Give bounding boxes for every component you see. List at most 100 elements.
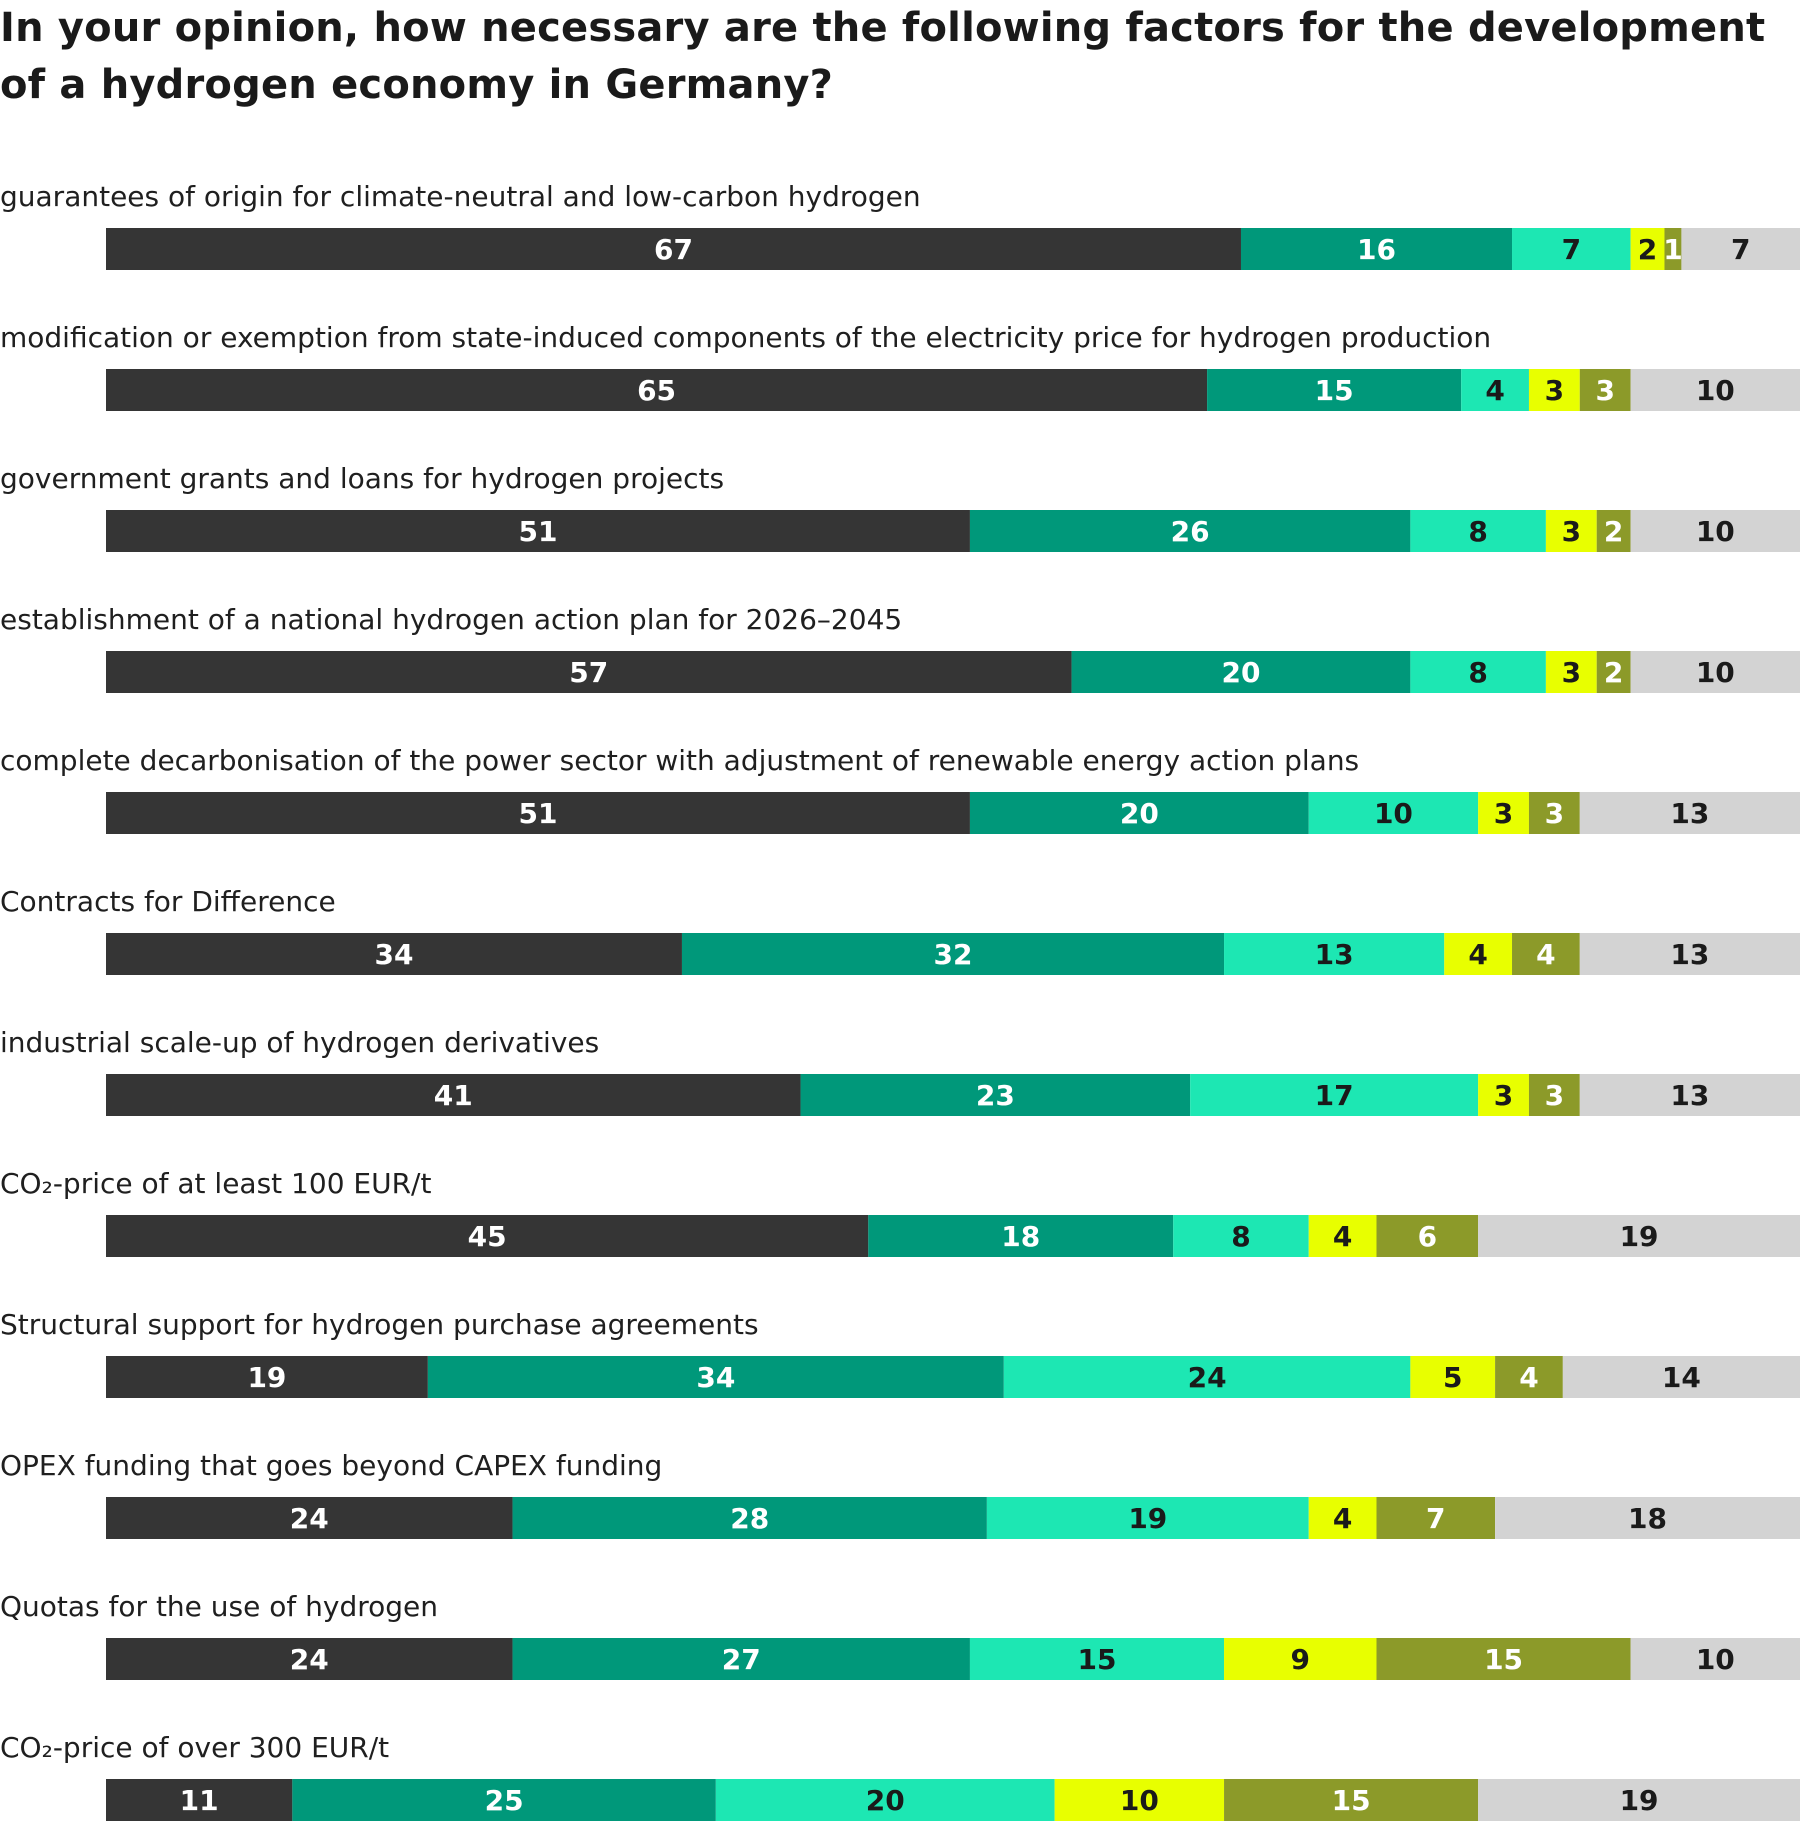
bar-row: modification or exemption from state-ind… bbox=[0, 321, 1800, 411]
bar-segment bbox=[1478, 792, 1529, 834]
bar-segment bbox=[1308, 1497, 1377, 1539]
bar-segment bbox=[106, 1074, 801, 1116]
data-label: 26 bbox=[1171, 515, 1210, 548]
bar-row: CO₂-price of at least 100 EUR/t 45 18 8 4 6 19 bbox=[0, 1167, 1800, 1257]
bar-segment bbox=[1478, 1074, 1529, 1116]
bar-row: government grants and loans for hydrogen… bbox=[0, 462, 1800, 552]
data-label: 4 bbox=[1333, 1502, 1352, 1535]
bar-segment bbox=[106, 369, 1208, 411]
bar-segment bbox=[1224, 933, 1445, 975]
bar-segment bbox=[1664, 228, 1682, 270]
bar-segment bbox=[106, 1215, 869, 1257]
bar-segment bbox=[106, 1497, 513, 1539]
category-label: Structural support for hydrogen purchase… bbox=[0, 1308, 759, 1341]
bar-segment bbox=[292, 1779, 716, 1821]
category-label: modification or exemption from state-ind… bbox=[0, 321, 1491, 354]
category-label: guarantees of origin for climate-neutral… bbox=[0, 180, 921, 213]
bar-segment bbox=[969, 1638, 1225, 1680]
bar-segment bbox=[1545, 651, 1597, 693]
bar-segment bbox=[1240, 228, 1513, 270]
data-label: 1 bbox=[1663, 233, 1682, 266]
data-label: 8 bbox=[1468, 515, 1487, 548]
category-label: CO₂-price of at least 100 EUR/t bbox=[0, 1167, 431, 1200]
bar-segment bbox=[1495, 1497, 1800, 1539]
bar-segment bbox=[1478, 1215, 1800, 1257]
bar-segment bbox=[1410, 510, 1546, 552]
bar-segment bbox=[1528, 792, 1580, 834]
data-label: 15 bbox=[1484, 1643, 1523, 1676]
category-label: establishment of a national hydrogen act… bbox=[0, 603, 902, 636]
data-label: 24 bbox=[1188, 1361, 1227, 1394]
bar-segment bbox=[1630, 1638, 1800, 1680]
bar-row: Quotas for the use of hydrogen 24 27 15 9 15 1… bbox=[0, 1590, 1800, 1680]
data-label: 14 bbox=[1662, 1361, 1701, 1394]
bar-segment bbox=[427, 1356, 1004, 1398]
data-label: 16 bbox=[1357, 233, 1396, 266]
bar-segment bbox=[1630, 228, 1665, 270]
bar-segment bbox=[1376, 1497, 1496, 1539]
data-label: 2 bbox=[1638, 233, 1657, 266]
data-label: 3 bbox=[1595, 374, 1614, 407]
bar-segment bbox=[1630, 651, 1800, 693]
data-label: 13 bbox=[1315, 938, 1354, 971]
bar-segment bbox=[1444, 933, 1513, 975]
data-label: 25 bbox=[485, 1784, 524, 1817]
bar-segment bbox=[1528, 1074, 1580, 1116]
data-label: 20 bbox=[1221, 656, 1260, 689]
data-label: 17 bbox=[1315, 1079, 1354, 1112]
data-label: 51 bbox=[518, 515, 557, 548]
bar-row: OPEX funding that goes beyond CAPEX fund… bbox=[0, 1449, 1800, 1539]
data-label: 27 bbox=[722, 1643, 761, 1676]
bar-segment bbox=[106, 1356, 428, 1398]
bar-segment bbox=[1308, 792, 1479, 834]
data-label: 15 bbox=[1332, 1784, 1371, 1817]
data-label: 18 bbox=[1001, 1220, 1040, 1253]
category-label: government grants and loans for hydrogen… bbox=[0, 462, 724, 495]
bar-segment bbox=[1376, 1638, 1631, 1680]
data-label: 2 bbox=[1604, 515, 1623, 548]
data-label: 7 bbox=[1731, 233, 1750, 266]
data-label: 19 bbox=[247, 1361, 286, 1394]
bar-segment bbox=[986, 1497, 1309, 1539]
data-label: 51 bbox=[518, 797, 557, 830]
data-label: 10 bbox=[1696, 515, 1735, 548]
data-label: 34 bbox=[374, 938, 413, 971]
bar-segment bbox=[1596, 510, 1631, 552]
data-label: 4 bbox=[1519, 1361, 1538, 1394]
data-label: 57 bbox=[569, 656, 608, 689]
bar-segment bbox=[1478, 1779, 1800, 1821]
bar-segment bbox=[1308, 1215, 1377, 1257]
data-label: 45 bbox=[468, 1220, 507, 1253]
bar-segment bbox=[969, 792, 1309, 834]
bar-segment bbox=[1579, 933, 1800, 975]
data-label: 24 bbox=[290, 1502, 329, 1535]
data-label: 34 bbox=[696, 1361, 735, 1394]
data-label: 10 bbox=[1696, 656, 1735, 689]
data-label: 13 bbox=[1670, 1079, 1709, 1112]
category-label: OPEX funding that goes beyond CAPEX fund… bbox=[0, 1449, 662, 1482]
bar-segment bbox=[1173, 1215, 1309, 1257]
bar-segment bbox=[1596, 651, 1631, 693]
bar-segment bbox=[1495, 1356, 1563, 1398]
chart-title: In your opinion, how necessary are the f… bbox=[0, 5, 1766, 108]
data-label: 3 bbox=[1562, 515, 1581, 548]
bar-row: Contracts for Difference 34 32 13 4 4 13 bbox=[0, 885, 1800, 975]
data-label: 19 bbox=[1620, 1784, 1659, 1817]
bar-segment bbox=[715, 1779, 1055, 1821]
data-label: 20 bbox=[866, 1784, 905, 1817]
data-label: 9 bbox=[1291, 1643, 1310, 1676]
data-label: 3 bbox=[1545, 1079, 1564, 1112]
data-label: 3 bbox=[1494, 797, 1513, 830]
data-label: 20 bbox=[1120, 797, 1159, 830]
data-label: 2 bbox=[1604, 656, 1623, 689]
category-label: complete decarbonisation of the power se… bbox=[0, 744, 1359, 777]
bar-segment bbox=[681, 933, 1225, 975]
data-label: 10 bbox=[1696, 1643, 1735, 1676]
data-label: 15 bbox=[1078, 1643, 1117, 1676]
bar-segment bbox=[1630, 369, 1800, 411]
bar-segment bbox=[1512, 933, 1580, 975]
data-label: 23 bbox=[976, 1079, 1015, 1112]
category-label: CO₂-price of over 300 EUR/t bbox=[0, 1731, 389, 1764]
data-label: 65 bbox=[637, 374, 676, 407]
